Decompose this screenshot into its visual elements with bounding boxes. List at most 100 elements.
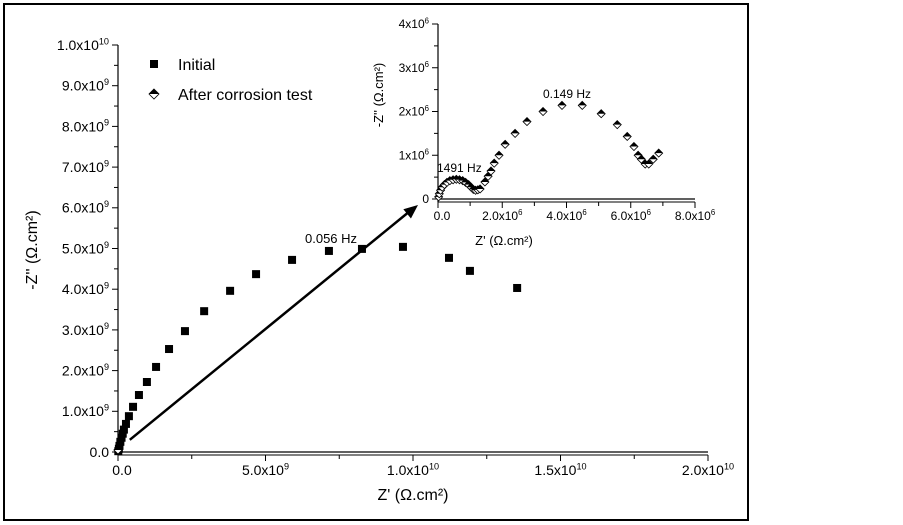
main-x-tick-label: 1.0x1010 [387,461,439,478]
tick-exponent: 9 [104,199,109,209]
tick-base: 1.0x10 [57,37,99,53]
main-y-tick-label: 2.0x109 [62,362,109,379]
diamond-fill [114,446,122,450]
tick-exponent: 9 [104,281,109,291]
diamond-fill [578,101,587,106]
after-corrosion-point [480,177,490,187]
after-corrosion-point [489,158,499,168]
tick-base: 0.0 [434,209,451,223]
inset-x-tick-label: 4.0x106 [546,208,586,223]
diamond-fill [511,129,520,134]
initial-point [200,307,209,316]
main-y-axis-label: -Z'' (Ω.cm²) [24,210,41,289]
after-corrosion-point [654,148,664,158]
diamond-fill [597,109,606,114]
diamond-fill [501,140,510,145]
diamond-fill [487,167,496,171]
initial-point [115,441,124,450]
diamond-fill [490,159,499,164]
inset-y-tick-label: 2x106 [399,104,429,119]
main-x-tick-label: 5.0x109 [242,461,289,478]
initial-point [119,425,128,434]
inset-plot: 0.0 2.0x106 4.0x106 6.0x106 8.0x10601x1062x1… [399,16,716,223]
after-corrosion-point [510,128,520,138]
main-y-tick-label: 5.0x109 [62,240,109,257]
legend-marker-after-corrosion [148,88,160,100]
tick-base: 4x10 [399,17,425,31]
initial-point [398,242,407,251]
tick-exponent: 6 [425,148,429,157]
tick-base: 5.0x10 [242,462,284,478]
initial-point [324,246,333,255]
tick-exponent: 9 [104,403,109,413]
after-corrosion-point [522,116,532,127]
inset-x-tick-label: 0.0 [434,209,451,223]
main-x-tick-label: 2.0x1010 [682,461,734,478]
main-y-tick-label: 1.0x1010 [57,36,109,53]
tick-base: 1.0x10 [62,403,104,419]
inset-y-axis-label: -Z'' (Ω.cm²) [371,63,386,128]
tick-base: 0 [422,192,429,206]
tick-base: 3x10 [399,61,425,75]
tick-base: 2x10 [399,105,425,119]
initial-point [226,286,235,295]
legend-label-after-corrosion: After corrosion test [178,87,313,104]
initial-point [152,362,161,371]
tick-exponent: 6 [518,208,522,217]
tick-base: 4.0x10 [62,281,104,297]
diamond-fill [654,149,663,154]
tick-base: 0.0 [90,444,110,460]
tick-exponent: 10 [724,461,734,471]
diamond-fill [649,155,658,160]
initial-point [513,283,522,292]
legend: Initial After corrosion test [148,57,313,104]
diamond-fill [522,117,531,122]
main-x-axis-label: Z' (Ω.cm²) [378,487,449,504]
diamond-fill [634,151,643,156]
inset-x-tick-label: 2.0x106 [482,208,522,223]
initial-point [252,270,261,279]
diamond-fill [476,184,485,189]
after-corrosion-point [538,106,548,117]
main-y-tick-label: 6.0x109 [62,199,109,216]
tick-base: 1.5x10 [534,462,576,478]
diamond-fill [558,101,567,106]
inset-y-tick-label: 3x106 [399,60,429,75]
initial-point [142,377,151,386]
inset-x-axis-label: Z' (Ω.cm²) [475,233,533,248]
tick-exponent: 9 [104,362,109,372]
tick-exponent: 9 [284,461,289,471]
initial-point [124,412,133,421]
tick-base: 1x10 [399,148,425,162]
tick-exponent: 6 [582,208,586,217]
tick-base: 6.0x10 [62,200,104,216]
after-corrosion-point [577,100,587,110]
diamond-fill [484,172,493,177]
initial-point [129,402,138,411]
tick-base: 0.0 [112,462,132,478]
initial-point [134,391,143,400]
diamond-fill [637,155,646,160]
diamond-fill [644,160,653,164]
main-x-tick-label: 0.0 [112,462,132,478]
after-corrosion-point [557,100,567,110]
after-corrosion-point [612,120,622,130]
inset-y-tick-label: 1x106 [399,148,429,163]
tick-exponent: 10 [99,36,109,46]
tick-base: 7.0x10 [62,159,104,175]
arrow-head [403,205,418,219]
after-corrosion-point [629,141,639,152]
diamond-fill [480,177,489,182]
initial-point [444,253,453,262]
initial-point [118,429,127,438]
tick-base: 5.0x10 [62,240,104,256]
after-corrosion-point [113,445,123,455]
diamond-fill [495,151,504,156]
initial-point [117,433,126,442]
initial-point [165,345,174,354]
tick-exponent: 6 [425,60,429,69]
main-y-tick-label: 4.0x109 [62,281,109,298]
tick-base: 8.0x10 [675,209,711,223]
tick-base: 2.0x10 [62,363,104,379]
